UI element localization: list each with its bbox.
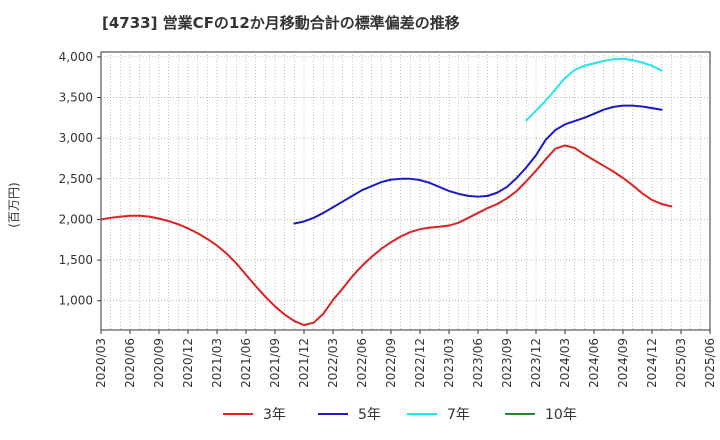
x-tick-label: 2023/03: [442, 338, 456, 388]
plot-frame: [100, 51, 711, 331]
legend-label-2: 7年: [447, 407, 470, 423]
series-line-1: [293, 104, 663, 225]
y-axis-label: (百万円): [7, 182, 21, 227]
x-tick-label: 2023/12: [529, 338, 543, 388]
series-layer: [100, 57, 673, 327]
x-tick-label: 2024/09: [616, 338, 630, 388]
x-tick-label: 2023/06: [471, 338, 485, 388]
x-tick-label: 2020/03: [94, 338, 108, 388]
axis-layer: 2020/03 2020/06 2020/09 2020/12 2021/03 2021/…: [7, 50, 717, 388]
x-tick-label: 2023/09: [500, 338, 514, 388]
x-tick-label: 2022/03: [326, 338, 340, 388]
y-tick-label: 4,000: [59, 50, 93, 64]
x-tick-label: 2022/09: [384, 338, 398, 388]
y-tick-label: 3,000: [59, 131, 93, 145]
legend-label-0: 3年: [263, 407, 286, 423]
series-line-0: [100, 144, 673, 327]
series-line-2: [525, 57, 663, 122]
legend-label-3: 10年: [545, 407, 577, 423]
x-tick-label: 2022/12: [413, 338, 427, 388]
y-tick-label: 2,500: [59, 172, 93, 186]
x-tick-label: 2025/06: [703, 338, 717, 388]
legend-label-1: 5年: [358, 407, 381, 423]
chart-title: [4733] 営業CFの12か月移動合計の標準偏差の推移: [102, 14, 460, 32]
x-tick-label: 2020/09: [152, 338, 166, 388]
x-tick-label: 2021/03: [210, 338, 224, 388]
x-tick-label: 2021/12: [297, 338, 311, 388]
x-tick-label: 2020/06: [123, 338, 137, 388]
x-tick-label: 2020/12: [181, 338, 195, 388]
x-tick-label: 2024/12: [645, 338, 659, 388]
y-tick-label: 1,500: [59, 253, 93, 267]
y-tick-label: 2,000: [59, 212, 93, 226]
x-tick-label: 2024/03: [558, 338, 572, 388]
x-tick-label: 2021/06: [239, 338, 253, 388]
x-tick-label: 2024/06: [587, 338, 601, 388]
x-tick-label: 2022/06: [355, 338, 369, 388]
y-tick-label: 1,000: [59, 294, 93, 308]
legend-layer: 3年 5年 7年 10年: [223, 407, 577, 423]
x-tick-label: 2025/03: [674, 338, 688, 388]
grid-layer: [100, 51, 711, 331]
x-tick-label: 2021/09: [268, 338, 282, 388]
y-tick-label: 3,500: [59, 91, 93, 105]
